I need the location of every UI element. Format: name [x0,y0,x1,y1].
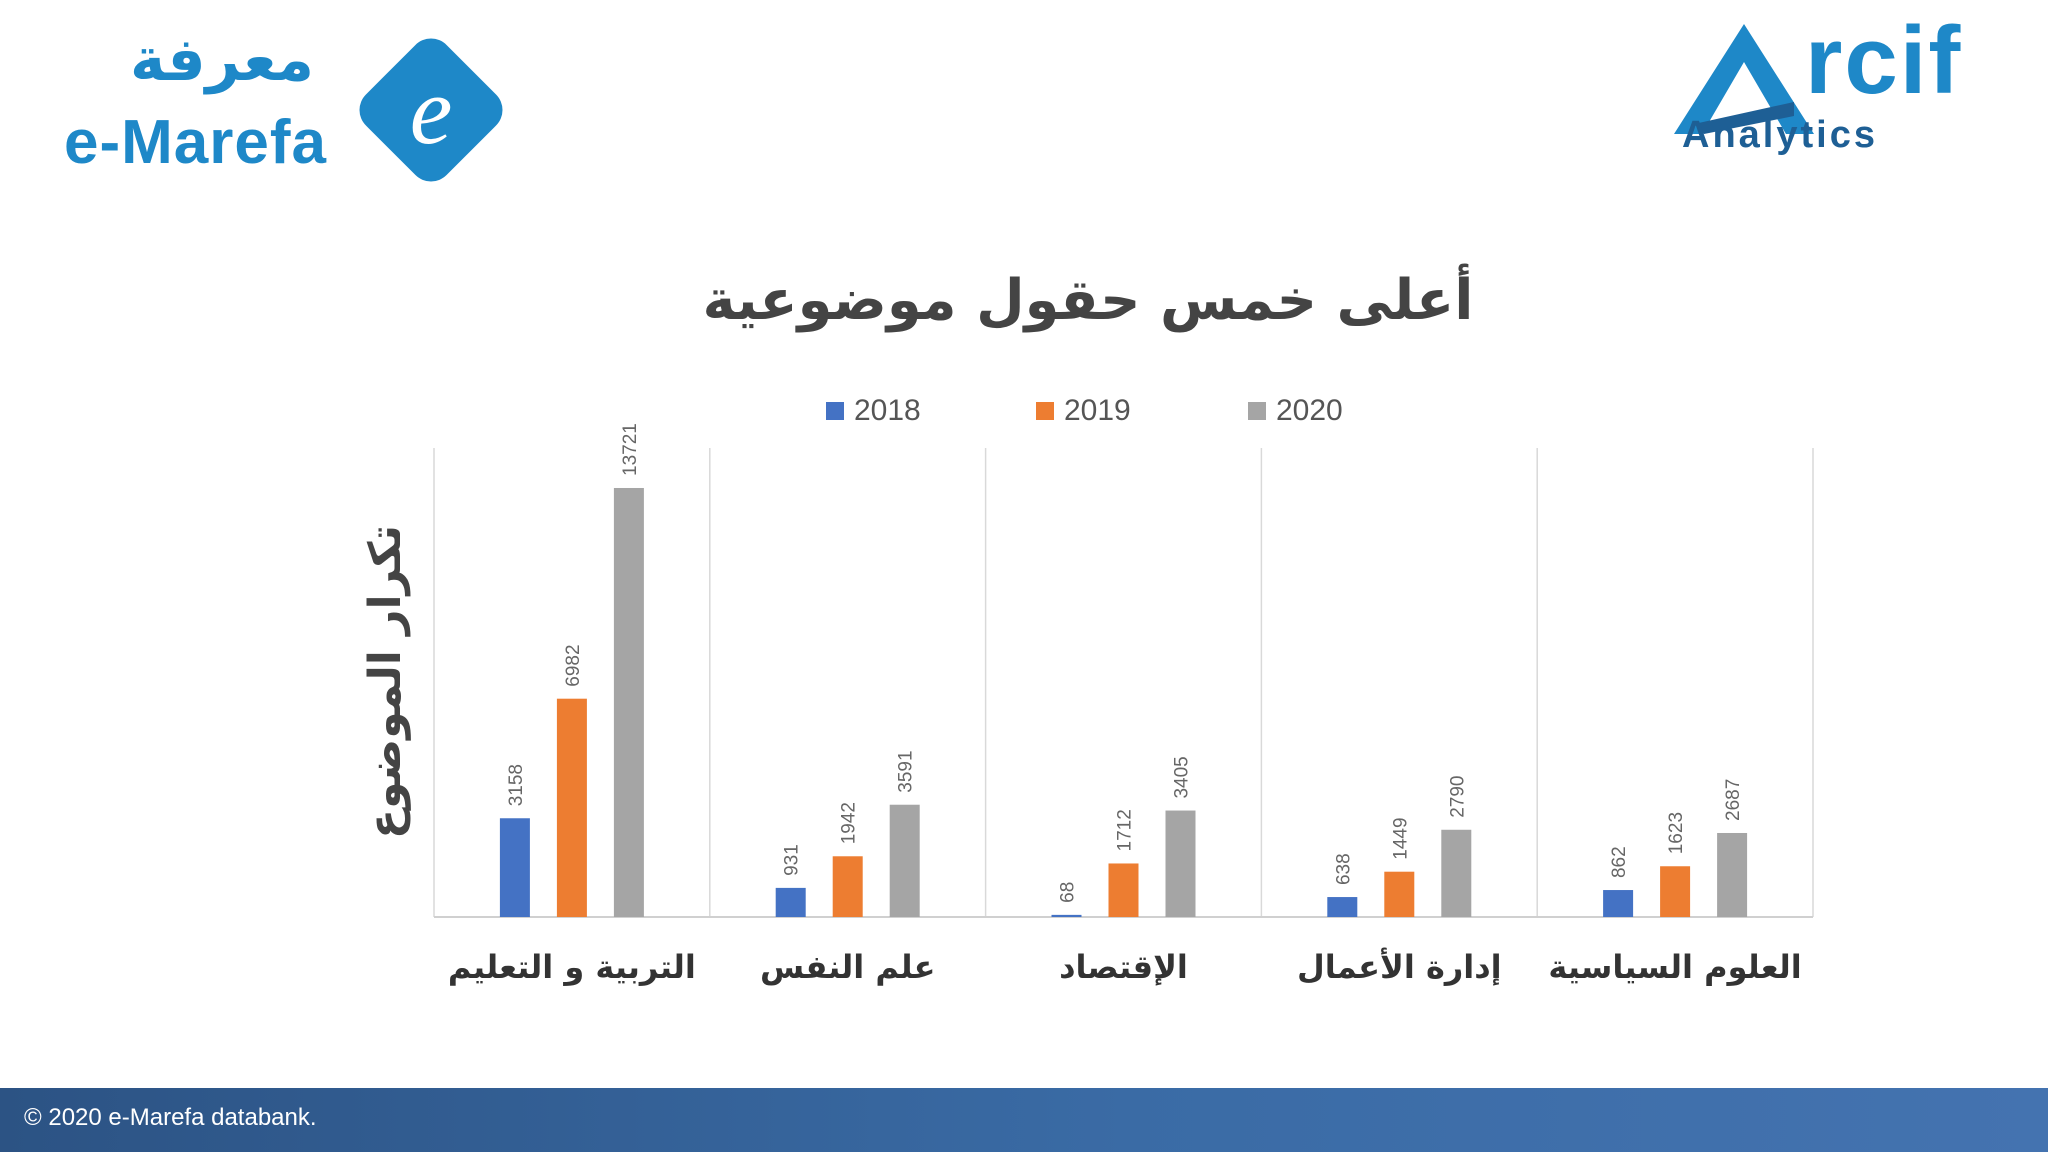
bar-2020 [1165,810,1196,917]
data-label: 68 [1058,882,1079,903]
legend-label: 2020 [1276,394,1343,427]
category-label: العلوم السياسية [1548,948,1801,986]
bar-2020 [613,487,644,917]
data-label: 1623 [1666,812,1687,854]
bar-2019 [1384,871,1415,917]
bar-2019 [832,856,863,917]
legend-swatch [826,402,844,420]
data-label: 1942 [839,802,860,844]
category-label: التربية و التعليم [448,948,696,986]
bar-chart: 3158 6982 13721 التربية و التعليم 931 1942 359… [360,394,1814,987]
data-label: 3405 [1172,756,1193,798]
data-label: 6982 [563,644,584,686]
data-label: 3158 [506,764,527,806]
chart-title: أعلى خمس حقول موضوعية [702,268,1474,333]
footer-copyright: © 2020 e-Marefa databank. [24,1104,317,1131]
data-label: 638 [1333,853,1354,885]
emarefa-icon-letter: e [410,57,453,164]
y-axis-title: تكرار الموضوع [360,525,411,839]
data-label: 13721 [620,423,641,476]
legend-swatch [1036,402,1054,420]
arcif-logo-subtitle: Analytics [1682,114,1878,156]
emarefa-logo-arabic: معرفة [130,25,315,95]
emarefa-logo: معرفة e-Marefa e [60,25,520,195]
category-label: إدارة الأعمال [1297,947,1502,987]
bar-2018 [499,818,530,917]
data-label: 862 [1609,846,1630,878]
category-label: علم النفس [760,948,935,986]
arcif-logo: rcif Analytics [1670,7,2048,166]
legend-swatch [1248,402,1266,420]
data-label: 1712 [1115,809,1136,851]
legend-label: 2018 [854,394,921,427]
bar-2020 [889,804,920,917]
bar-2019 [556,698,587,917]
emarefa-logo-english: e-Marefa [64,108,327,177]
bar-2018 [1327,897,1358,917]
bar-2020 [1717,832,1748,917]
data-label: 2790 [1447,775,1468,817]
data-label: 2687 [1723,779,1744,821]
emarefa-diamond-icon: e [359,38,503,182]
bar-2019 [1660,866,1691,917]
bar-2020 [1441,829,1472,917]
data-label: 3591 [896,750,917,792]
data-label: 1449 [1390,817,1411,859]
footer-bar: © 2020 e-Marefa databank. [0,1088,2048,1152]
arcif-logo-word: rcif [1805,7,1963,114]
bar-2018 [1051,914,1082,917]
bar-2018 [1603,890,1634,917]
arcif-a-icon [1674,24,1814,134]
bar-2019 [1108,863,1139,917]
legend-label: 2019 [1064,394,1131,427]
category-label: الإقتصاد [1059,948,1188,986]
bar-2018 [775,887,806,917]
data-label: 931 [782,844,803,876]
